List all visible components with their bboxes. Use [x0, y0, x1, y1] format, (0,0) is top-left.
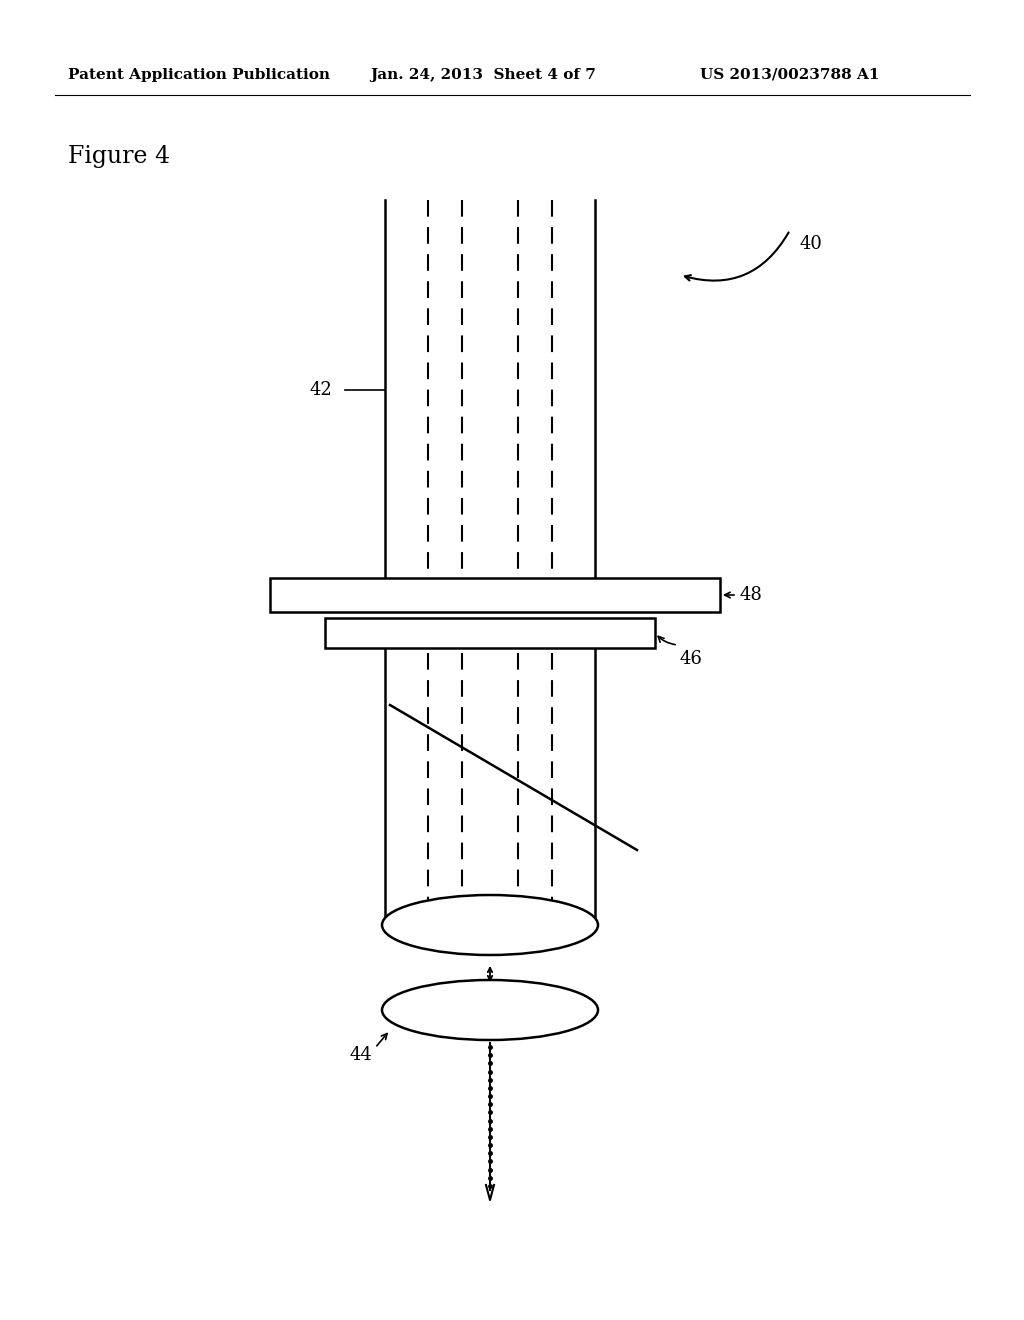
Text: US 2013/0023788 A1: US 2013/0023788 A1 [700, 69, 880, 82]
Text: 48: 48 [740, 586, 763, 605]
Bar [325, 618, 655, 648]
Text: Patent Application Publication: Patent Application Publication [68, 69, 330, 82]
Text: Figure 4: Figure 4 [68, 145, 170, 168]
Text: 42: 42 [310, 381, 333, 399]
Text: 46: 46 [680, 649, 702, 668]
Ellipse shape [382, 895, 598, 954]
Text: Jan. 24, 2013  Sheet 4 of 7: Jan. 24, 2013 Sheet 4 of 7 [370, 69, 596, 82]
Text: 44: 44 [350, 1045, 373, 1064]
Bar [270, 578, 720, 612]
Ellipse shape [382, 979, 598, 1040]
Text: 40: 40 [800, 235, 823, 253]
